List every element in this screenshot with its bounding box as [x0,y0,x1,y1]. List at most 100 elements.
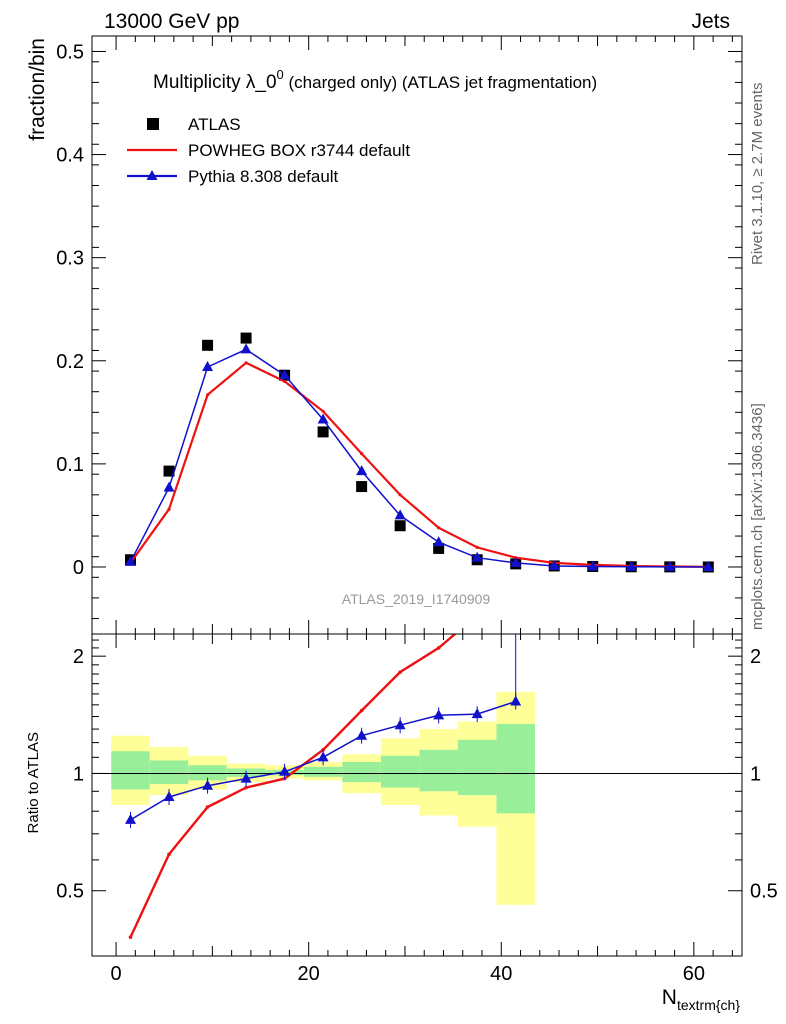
powheg-point [205,393,210,397]
rivet-label: Rivet 3.1.10, ≥ 2.7M events [749,83,766,266]
ratio-powheg-point [359,708,364,713]
ratio-pythia-point [356,729,368,740]
ratio-marks [125,586,522,939]
header-right: Jets [691,10,730,33]
atlas-point [202,339,214,351]
pythia-line [129,348,709,568]
ratio-powheg-point [475,613,479,617]
main-title: Multiplicity λ_00 (charged only) (ATLAS … [153,67,597,93]
band-inner [111,751,150,790]
main-ytick-label: 0.5 [56,41,84,63]
band-inner [342,762,381,783]
pythia-point [279,369,291,380]
atlas-point [356,481,368,493]
pythia-point [433,536,445,547]
atlas-point [240,332,252,344]
ratio-xtick-label: 60 [683,963,705,985]
ratio-xtick-label: 0 [111,963,122,985]
pythia-point [202,360,214,371]
pythia-point [625,560,637,571]
ratio-pythia-point [471,708,483,719]
ratio-frame [91,633,743,957]
pythia-point [548,559,560,570]
legend-label: POWHEG BOX r3744 default [188,141,410,160]
powheg-point [244,361,248,365]
powheg-point [437,526,441,530]
title-main: Multiplicity λ_0 [153,72,277,93]
legend: ATLAS POWHEG BOX r3744 default Pythia 8.30… [127,115,410,186]
main-marks [125,332,714,573]
pythia-point [394,509,406,520]
atlas-point [163,465,175,477]
band-inner [149,760,189,784]
ratio-pythia-point [394,719,406,730]
ratio-panel: 0.5 0.51 12 20 20 40 60 Ratio to ATLAS Ntextrm… [25,586,778,1013]
ratio-xtick-label: 40 [490,963,512,985]
main-ytick-label: 0.4 [56,145,84,167]
ratio-xtick-label: 20 [298,963,320,985]
band-inner [419,749,458,792]
powheg-point [475,545,479,549]
xlabel-main: N [662,986,677,1009]
ratio-powheg-point [514,586,518,590]
pythia-point [163,481,175,492]
main-axis-ticks: 0 0.1 0.2 0.3 0.4 0.5 [56,36,742,634]
atlas-point [317,426,329,438]
pythia-point [664,560,676,571]
legend-pythia-marker [146,170,158,180]
ratio-axis-ticks: 0.5 0.51 12 20 20 40 60 [56,634,778,985]
ratio-powheg-point [205,805,210,809]
ratio-pythia-point [317,751,329,762]
ratio-ytick-label-right: 1 [750,763,761,785]
title-sup: 0 [277,67,284,82]
ratio-pythia-point [240,772,252,783]
pythia-point [356,465,368,476]
legend-label: ATLAS [188,115,241,134]
main-ytick-label: 0.2 [56,351,84,373]
powheg-point [321,409,325,413]
main-ytick-label: 0.3 [56,248,84,270]
pythia-point [317,413,329,424]
ratio-xlabel: Ntextrm{ch} [662,986,741,1013]
atlas-point [394,520,406,532]
pythia-point [471,551,483,562]
band-inner [496,723,535,814]
main-ytick-label: 0 [73,557,84,579]
ratio-powheg-point [436,646,441,650]
main-ylabel: fraction/bin [26,38,49,141]
xlabel-sub: textrm{ch} [677,997,740,1013]
pythia-point [125,555,137,566]
ratio-pythia-point [202,779,214,790]
main-panel: fraction/bin Multiplicity λ_00 (charged … [26,35,743,635]
ratio-ytick-label-right: 2 [750,646,761,668]
powheg-point [167,507,171,511]
powheg-point [282,379,287,383]
legend-atlas-marker [147,118,159,130]
ratio-powheg-point [398,670,402,674]
title-rest: (charged only) (ATLAS jet fragmentation) [284,73,597,92]
powheg-point [398,493,402,497]
ratio-pythia-point [433,709,445,720]
mcplots-label: mcplots.cern.ch [arXiv:1306.3436] [749,403,766,630]
main-ytick-label: 0.1 [56,454,84,476]
powheg-line [129,361,709,568]
watermark: ATLAS_2019_I1740909 [342,591,491,607]
ratio-pythia-point [279,765,291,776]
band-inner [380,755,420,788]
band-inner [303,766,343,777]
legend-label: Pythia 8.308 default [188,167,339,186]
ratio-ylabel: Ratio to ATLAS [25,732,42,833]
ratio-powheg-point [244,785,248,790]
pythia-point [702,560,714,571]
band-inner [457,739,497,796]
ratio-ytick-label: 2 [73,646,84,668]
ratio-pythia-point [163,791,175,802]
ratio-ytick-label: 0.5 [56,881,84,903]
pythia-point [587,560,599,571]
pythia-point [240,343,252,354]
ratio-powheg-point [128,935,133,939]
ratio-ytick-label: 1 [73,763,84,785]
ratio-pythia-point [125,813,137,824]
band-inner [188,765,227,781]
